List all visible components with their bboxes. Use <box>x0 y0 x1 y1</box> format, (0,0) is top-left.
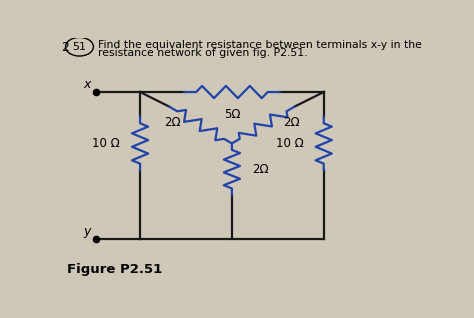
Text: y: y <box>83 225 91 238</box>
Text: Figure P2.51: Figure P2.51 <box>66 263 162 276</box>
Text: 2Ω: 2Ω <box>252 163 269 176</box>
Text: 2Ω: 2Ω <box>164 116 181 129</box>
Text: Find the equivalent resistance between terminals x-y in the: Find the equivalent resistance between t… <box>98 40 422 50</box>
Text: 10 Ω: 10 Ω <box>92 137 120 150</box>
Text: 10 Ω: 10 Ω <box>276 137 303 150</box>
Text: 2: 2 <box>61 41 69 54</box>
Text: 2Ω: 2Ω <box>283 116 300 129</box>
Text: x: x <box>83 78 91 91</box>
Text: 5Ω: 5Ω <box>224 108 240 121</box>
Text: 51: 51 <box>73 42 86 52</box>
Text: resistance network of given fig. P2.51.: resistance network of given fig. P2.51. <box>98 48 307 58</box>
